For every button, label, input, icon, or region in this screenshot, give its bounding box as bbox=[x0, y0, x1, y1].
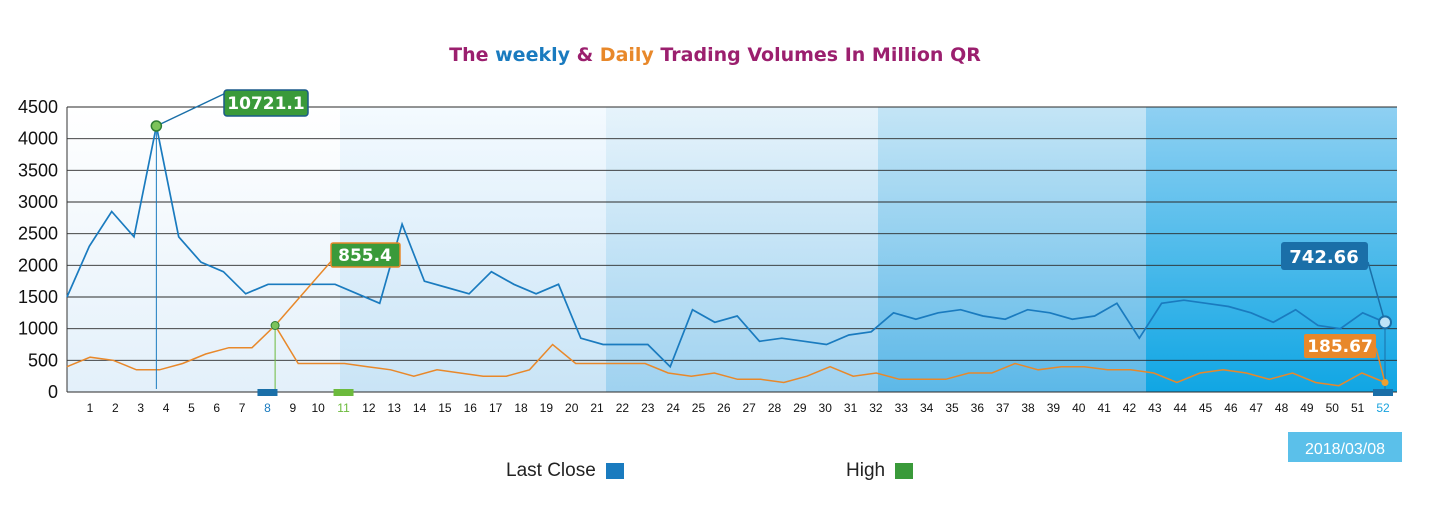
x-tick-label: 39 bbox=[1047, 401, 1061, 415]
x-marker-8 bbox=[257, 389, 278, 396]
x-tick-label: 33 bbox=[895, 401, 909, 415]
x-tick-label: 8 bbox=[264, 401, 271, 415]
x-marker-52 bbox=[1373, 389, 1393, 396]
y-tick-label: 2500 bbox=[18, 224, 58, 244]
callout-label-3: 742.66 bbox=[1289, 247, 1358, 268]
plot-background-band bbox=[67, 107, 340, 392]
callout-box-4 bbox=[1304, 334, 1376, 358]
y-tick-label: 3500 bbox=[18, 160, 58, 180]
x-tick-label: 10 bbox=[311, 401, 325, 415]
x-tick-label: 47 bbox=[1250, 401, 1264, 415]
x-tick-label: 13 bbox=[388, 401, 402, 415]
x-tick-label: 11 bbox=[337, 401, 350, 415]
callout-leader-4 bbox=[1375, 347, 1386, 383]
x-tick-label: 40 bbox=[1072, 401, 1086, 415]
x-tick-label: 3 bbox=[137, 401, 144, 415]
date-label: 2018/03/08 bbox=[1305, 441, 1385, 458]
peak-marker-1 bbox=[150, 120, 163, 132]
x-tick-label: 25 bbox=[692, 401, 706, 415]
x-tick-label: 24 bbox=[666, 401, 680, 415]
series-line-high bbox=[66, 324, 1386, 387]
callout-leader-3 bbox=[1367, 261, 1386, 323]
x-tick-label: 43 bbox=[1148, 401, 1162, 415]
y-tick-label: 4000 bbox=[18, 129, 58, 149]
x-tick-label: 16 bbox=[464, 401, 478, 415]
legend-item-last-close: Last Close bbox=[506, 460, 624, 482]
x-tick-label: 49 bbox=[1300, 401, 1314, 415]
callout-label-2: 855.4 bbox=[338, 246, 392, 266]
x-tick-label: 22 bbox=[616, 401, 630, 415]
legend-swatch-high bbox=[895, 463, 914, 479]
end-marker-2 bbox=[1381, 379, 1389, 386]
x-tick-label: 35 bbox=[945, 401, 959, 415]
x-tick-label: 4 bbox=[163, 401, 170, 415]
y-tick-label: 2000 bbox=[18, 255, 58, 275]
plot-background-band bbox=[878, 107, 1146, 392]
x-tick-label: 23 bbox=[641, 401, 655, 415]
x-tick-label: 7 bbox=[239, 401, 246, 415]
x-tick-label: 20 bbox=[565, 401, 579, 415]
y-tick-label: 500 bbox=[28, 350, 58, 370]
x-tick-label: 42 bbox=[1123, 401, 1137, 415]
x-tick-label: 51 bbox=[1351, 401, 1365, 415]
x-marker-11 bbox=[333, 389, 354, 396]
x-tick-label: 44 bbox=[1173, 401, 1187, 415]
x-tick-label: 34 bbox=[920, 401, 934, 415]
chart-title: The weekly & Daily Trading Volumes In Mi… bbox=[449, 44, 981, 66]
callout-box-2 bbox=[330, 242, 401, 268]
x-tick-label: 37 bbox=[996, 401, 1010, 415]
legend-label-high: High bbox=[846, 460, 886, 481]
date-box bbox=[1288, 432, 1402, 462]
callout-box-1 bbox=[223, 89, 309, 117]
x-tick-label: 19 bbox=[540, 401, 554, 415]
series-line-last-close bbox=[66, 125, 1386, 369]
y-tick-label: 3000 bbox=[18, 192, 58, 212]
x-tick-label: 1 bbox=[87, 401, 94, 415]
x-tick-label: 27 bbox=[742, 401, 756, 415]
callout-box-3 bbox=[1281, 242, 1368, 270]
x-tick-label: 21 bbox=[590, 401, 604, 415]
x-tick-label: 2 bbox=[112, 401, 119, 415]
x-tick-label: 12 bbox=[362, 401, 376, 415]
y-tick-label: 4500 bbox=[18, 97, 58, 117]
legend-label-last-close: Last Close bbox=[506, 460, 596, 481]
x-tick-label: 48 bbox=[1275, 401, 1289, 415]
x-tick-label: 29 bbox=[793, 401, 807, 415]
x-tick-label: 5 bbox=[188, 401, 195, 415]
x-tick-label: 36 bbox=[971, 401, 985, 415]
x-tick-label: 46 bbox=[1224, 401, 1238, 415]
x-tick-label: 52 bbox=[1376, 401, 1390, 415]
x-tick-label: 28 bbox=[768, 401, 782, 415]
callout-leader-1 bbox=[156, 91, 229, 127]
plot-background-band bbox=[606, 107, 878, 392]
x-tick-label: 26 bbox=[717, 401, 731, 415]
x-tick-label: 41 bbox=[1097, 401, 1111, 415]
x-tick-label: 32 bbox=[869, 401, 883, 415]
legend-item-high: High bbox=[846, 460, 914, 482]
x-tick-label: 17 bbox=[489, 401, 503, 415]
x-tick-label: 45 bbox=[1199, 401, 1213, 415]
x-tick-label: 31 bbox=[844, 401, 858, 415]
x-tick-label: 15 bbox=[438, 401, 452, 415]
x-tick-label: 38 bbox=[1021, 401, 1035, 415]
peak-marker-2 bbox=[270, 321, 280, 330]
x-tick-label: 6 bbox=[213, 401, 220, 415]
y-tick-label: 1500 bbox=[18, 287, 58, 307]
callout-label-1: 10721.1 bbox=[227, 94, 304, 114]
x-tick-label: 9 bbox=[289, 401, 296, 415]
end-marker-1 bbox=[1378, 315, 1392, 330]
x-tick-label: 30 bbox=[819, 401, 833, 415]
y-tick-label: 1000 bbox=[18, 319, 58, 339]
y-tick-label: 0 bbox=[48, 382, 58, 402]
legend-swatch-last-close bbox=[605, 463, 624, 479]
callout-label-4: 185.67 bbox=[1307, 337, 1373, 357]
x-tick-label: 50 bbox=[1326, 401, 1340, 415]
callout-leader-2 bbox=[274, 257, 335, 326]
x-tick-label: 14 bbox=[413, 401, 427, 415]
x-tick-label: 18 bbox=[514, 401, 528, 415]
